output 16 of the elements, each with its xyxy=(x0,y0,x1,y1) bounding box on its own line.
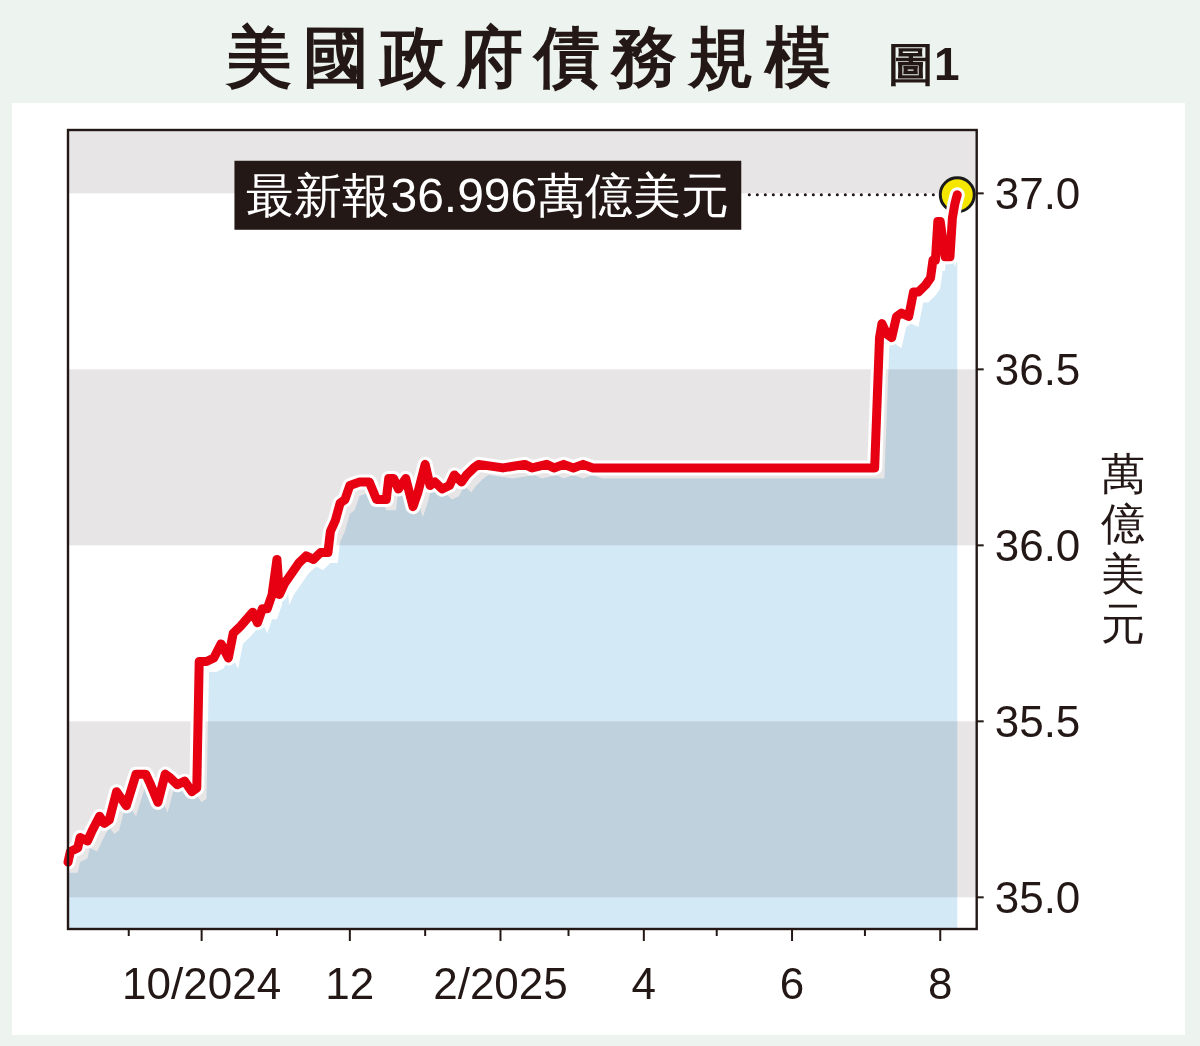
x-tick-label: 12 xyxy=(325,959,375,1008)
ylabel: 萬億美元 xyxy=(1101,449,1145,648)
x-tick-label: 2/2025 xyxy=(433,959,568,1008)
x-tick-label: 6 xyxy=(779,959,805,1008)
annotation: 最新報36.996萬億美元 xyxy=(246,168,730,222)
subtitle: 圖1 xyxy=(888,38,960,90)
x-tick-label: 4 xyxy=(631,959,657,1008)
y-tick-label: 36.0 xyxy=(994,521,1081,571)
y-tick-label: 36.5 xyxy=(994,345,1081,395)
x-tick-label: 8 xyxy=(928,959,953,1008)
y-tick-label: 35.0 xyxy=(994,873,1081,923)
annotation: 最新報36.996萬億美元 xyxy=(234,160,976,230)
y-tick-label: 35.5 xyxy=(994,697,1081,747)
x-tick-label: 10/2024 xyxy=(122,959,282,1008)
y-tick-label: 37.0 xyxy=(994,169,1081,219)
title: 美國政府債務規模 xyxy=(226,20,842,94)
